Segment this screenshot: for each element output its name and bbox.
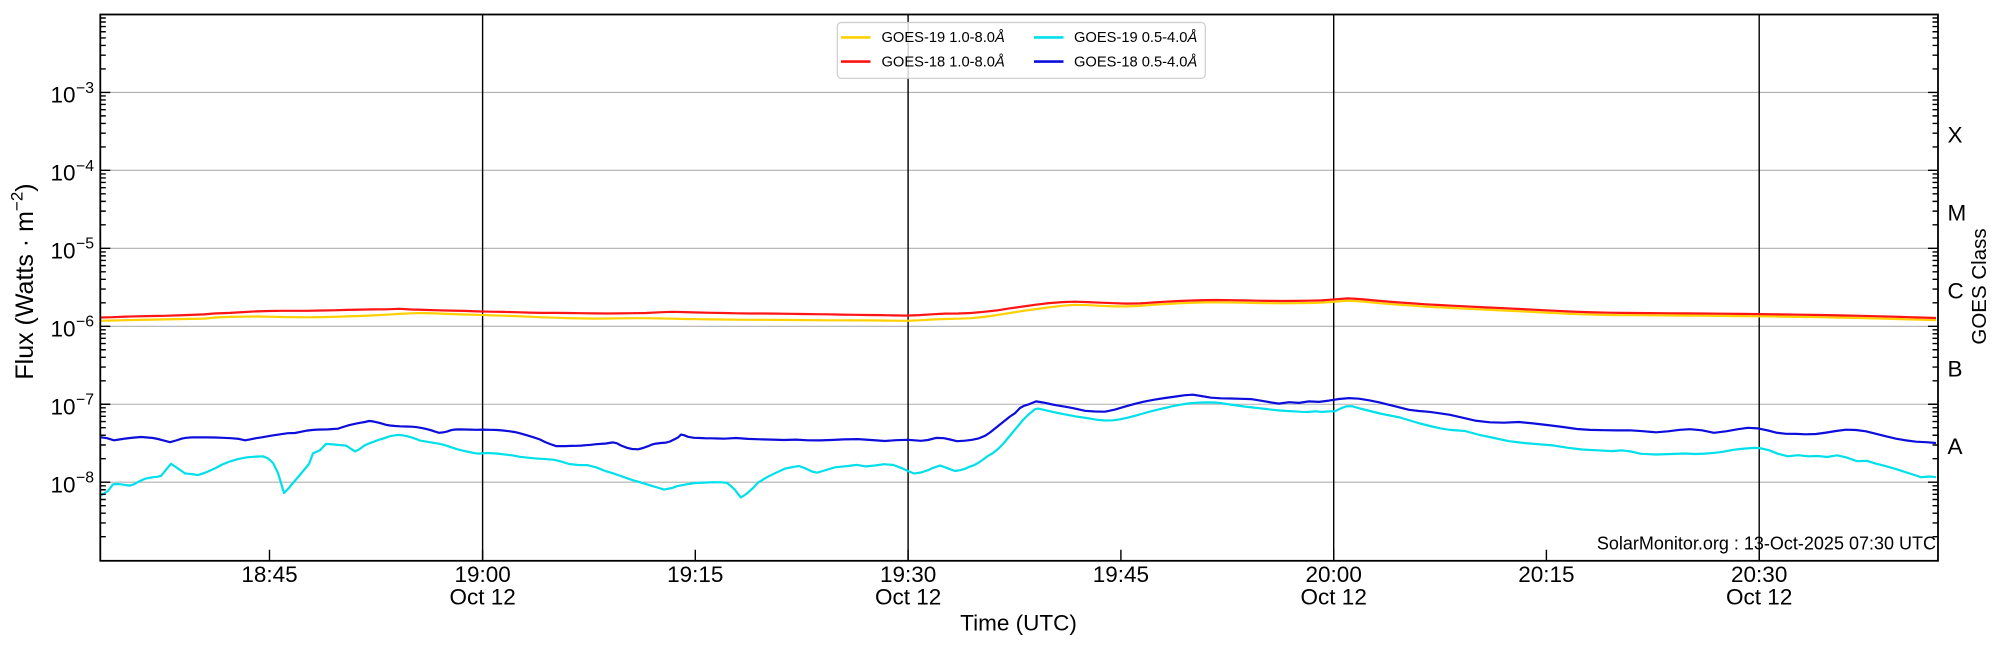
svg-text:10: 10: [51, 472, 76, 497]
svg-text:−4: −4: [76, 158, 94, 175]
svg-text:C: C: [1948, 278, 1964, 303]
svg-text:GOES Class: GOES Class: [1968, 228, 1991, 344]
svg-text:Oct 12: Oct 12: [449, 585, 515, 610]
svg-text:GOES-18 0.5-4.0Å: GOES-18 0.5-4.0Å: [1074, 53, 1197, 70]
svg-text:A: A: [1948, 434, 1963, 459]
svg-text:Oct 12: Oct 12: [1301, 585, 1367, 610]
svg-text:−5: −5: [76, 236, 94, 253]
svg-text:GOES-18 1.0-8.0Å: GOES-18 1.0-8.0Å: [882, 53, 1005, 70]
svg-text:M: M: [1948, 200, 1967, 225]
svg-text:Time (UTC): Time (UTC): [960, 611, 1077, 636]
svg-text:−6: −6: [76, 314, 94, 331]
svg-text:Oct 12: Oct 12: [875, 585, 941, 610]
svg-text:−7: −7: [76, 392, 94, 409]
svg-text:X: X: [1948, 122, 1963, 147]
svg-text:10: 10: [51, 83, 76, 108]
svg-text:10: 10: [51, 317, 76, 342]
svg-text:20:15: 20:15: [1518, 562, 1574, 587]
svg-text:19:15: 19:15: [667, 562, 723, 587]
svg-text:Oct 12: Oct 12: [1726, 585, 1792, 610]
svg-text:SolarMonitor.org : 13-Oct-2025: SolarMonitor.org : 13-Oct-2025 07:30 UTC: [1597, 534, 1936, 554]
svg-text:10: 10: [51, 161, 76, 186]
svg-text:10: 10: [51, 394, 76, 419]
svg-text:20:30: 20:30: [1731, 562, 1787, 587]
svg-text:18:45: 18:45: [241, 562, 297, 587]
svg-text:GOES-19 0.5-4.0Å: GOES-19 0.5-4.0Å: [1074, 29, 1197, 46]
svg-text:19:00: 19:00: [454, 562, 510, 587]
svg-text:10: 10: [51, 239, 76, 264]
svg-text:19:45: 19:45: [1093, 562, 1149, 587]
svg-text:−3: −3: [76, 80, 94, 97]
svg-text:Flux (Watts · m−2): Flux (Watts · m−2): [8, 183, 40, 379]
svg-text:GOES-19 1.0-8.0Å: GOES-19 1.0-8.0Å: [882, 29, 1005, 46]
svg-text:19:30: 19:30: [880, 562, 936, 587]
svg-text:B: B: [1948, 356, 1963, 381]
svg-text:−8: −8: [76, 470, 94, 487]
svg-text:20:00: 20:00: [1306, 562, 1362, 587]
